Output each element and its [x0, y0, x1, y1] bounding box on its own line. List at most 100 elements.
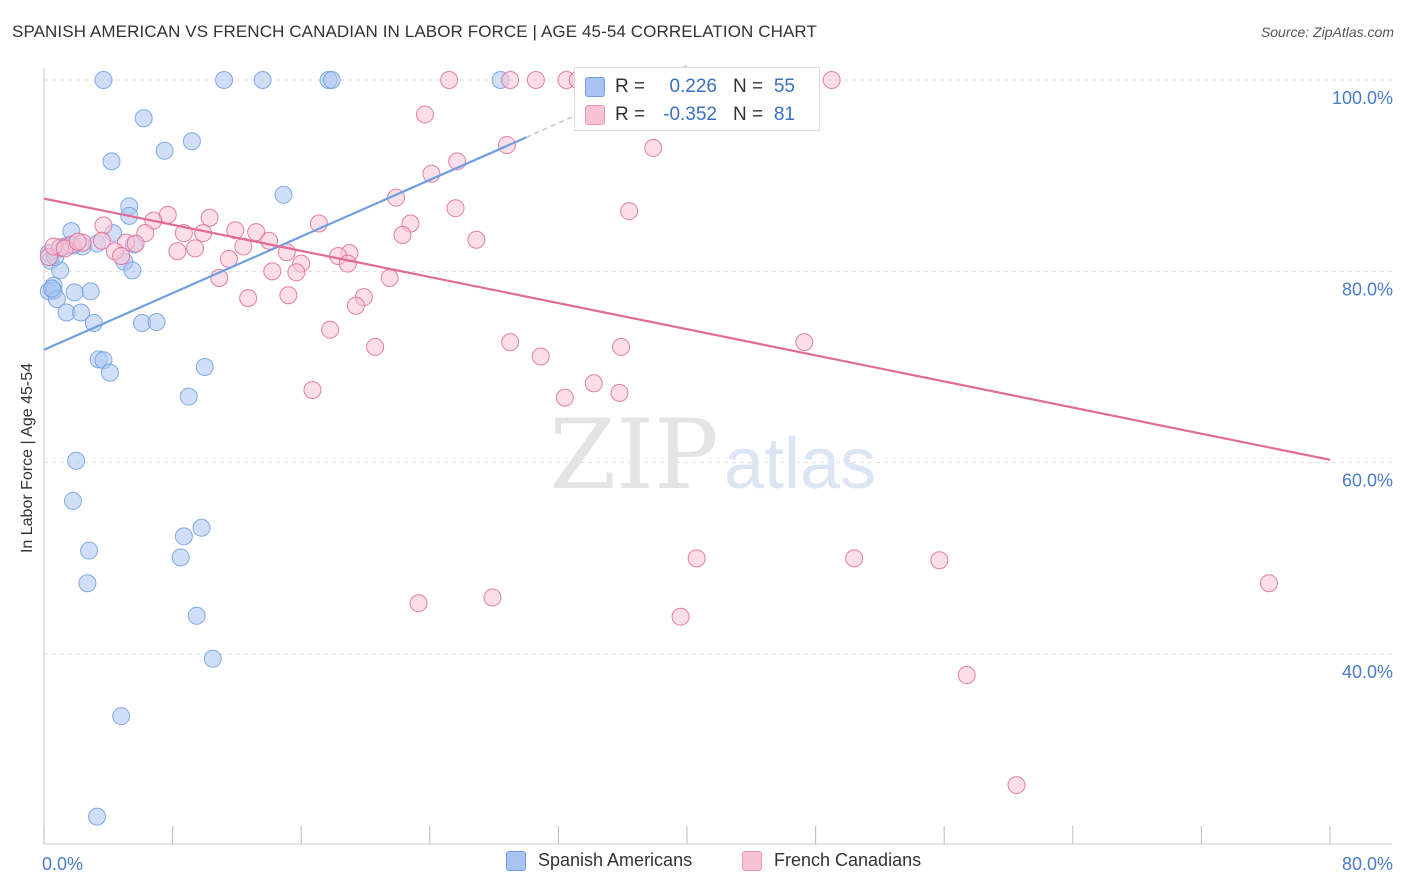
- point-spanish-american: [253, 71, 272, 89]
- point-french-canadian: [612, 337, 631, 356]
- point-spanish-american: [187, 606, 206, 625]
- chart-title: SPANISH AMERICAN VS FRENCH CANADIAN IN L…: [12, 22, 817, 41]
- watermark: ZIP atlas: [549, 399, 876, 511]
- point-spanish-american: [81, 282, 100, 301]
- point-french-canadian: [346, 296, 365, 315]
- stats-n-label: N =: [733, 104, 764, 125]
- point-spanish-american: [192, 518, 211, 537]
- point-french-canadian: [287, 263, 306, 282]
- point-french-canadian: [68, 232, 87, 251]
- point-french-canadian: [303, 380, 322, 399]
- stats-n-label: N =: [733, 76, 764, 97]
- point-french-canadian: [92, 231, 111, 250]
- legend-swatch-spanish: [506, 850, 526, 871]
- y-tick-label: 60.0%: [1342, 471, 1393, 491]
- point-spanish-american: [80, 541, 99, 560]
- point-french-canadian: [393, 225, 412, 244]
- point-french-canadian: [644, 138, 663, 157]
- point-spanish-american: [71, 303, 90, 322]
- stats-r-label: R =: [615, 76, 646, 97]
- point-french-canadian: [446, 199, 465, 218]
- point-french-canadian: [845, 549, 864, 568]
- x-tick-label: 0.0%: [42, 854, 83, 874]
- point-french-canadian: [930, 551, 949, 570]
- point-french-canadian: [321, 320, 340, 339]
- point-french-canadian: [584, 374, 603, 393]
- point-french-canadian: [168, 242, 187, 261]
- point-spanish-american: [100, 363, 119, 382]
- legend-swatch-french: [742, 850, 762, 871]
- point-french-canadian: [409, 594, 428, 613]
- y-tick-label: 40.0%: [1342, 662, 1393, 682]
- legend-item-french-canadians[interactable]: French Canadians: [742, 850, 921, 871]
- point-french-canadian: [610, 383, 629, 402]
- point-spanish-american: [203, 649, 222, 668]
- point-french-canadian: [440, 71, 459, 89]
- point-spanish-american: [215, 71, 234, 89]
- y-tick-label: 100.0%: [1332, 88, 1393, 108]
- stats-row-spanish: R = 0.226 N = 55: [575, 73, 819, 101]
- point-spanish-american: [174, 527, 193, 546]
- point-spanish-american: [63, 491, 82, 510]
- point-spanish-american: [134, 109, 153, 128]
- watermark-atlas: atlas: [724, 424, 876, 504]
- point-spanish-american: [171, 548, 190, 567]
- point-french-canadian: [263, 262, 282, 281]
- point-spanish-american: [43, 279, 62, 298]
- point-french-canadian: [338, 254, 357, 273]
- point-spanish-american: [147, 313, 166, 332]
- point-spanish-american: [195, 358, 214, 376]
- point-spanish-american: [65, 283, 84, 302]
- point-spanish-american: [78, 574, 97, 593]
- stats-row-french: R = -0.352 N = 81: [575, 101, 819, 129]
- point-french-canadian: [200, 208, 219, 227]
- point-french-canadian: [226, 221, 245, 240]
- point-french-canadian: [795, 333, 814, 352]
- point-french-canadian: [687, 549, 706, 568]
- point-french-canadian: [279, 286, 298, 305]
- point-spanish-american: [179, 387, 198, 406]
- stats-r-value: 0.226: [669, 76, 717, 97]
- point-french-canadian: [1259, 574, 1278, 593]
- point-spanish-american: [112, 707, 131, 726]
- point-french-canadian: [239, 289, 258, 308]
- trendline-spanish-americans: [43, 136, 527, 351]
- point-french-canadian: [501, 71, 520, 89]
- stats-swatch-french: [585, 105, 605, 125]
- point-french-canadian: [822, 71, 841, 89]
- point-french-canadian: [526, 71, 545, 89]
- legend-label-french: French Canadians: [774, 850, 922, 870]
- legend-label-spanish: Spanish Americans: [538, 850, 693, 870]
- point-french-canadian: [555, 388, 574, 407]
- point-french-canadian: [234, 237, 253, 256]
- stats-n-value: 55: [773, 76, 795, 97]
- point-french-canadian: [126, 234, 145, 253]
- bottom-legend: Spanish Americans French Canadians: [0, 850, 1406, 878]
- point-french-canadian: [620, 202, 639, 221]
- point-french-canadian: [380, 269, 399, 288]
- stats-r-value: -0.352: [663, 104, 717, 125]
- point-french-canadian: [1007, 776, 1026, 795]
- trendline-french-canadians: [43, 197, 1331, 461]
- x-tick-label: 80.0%: [1342, 854, 1393, 874]
- axes: [43, 68, 1392, 845]
- point-french-canadian: [186, 239, 205, 258]
- point-french-canadian: [483, 588, 502, 607]
- point-spanish-american: [67, 451, 86, 470]
- watermark-zip: ZIP: [549, 399, 718, 511]
- point-spanish-american: [182, 132, 201, 151]
- point-french-canadian: [260, 231, 279, 250]
- y-tick-label: 80.0%: [1342, 279, 1393, 299]
- tick-labels: 100.0% 80.0% 60.0% 40.0% 0.0% 80.0%: [42, 88, 1393, 874]
- point-french-canadian: [501, 333, 520, 352]
- point-french-canadian: [467, 230, 486, 249]
- point-french-canadian: [112, 247, 131, 266]
- point-spanish-american: [88, 807, 107, 826]
- stats-r-label: R =: [615, 104, 646, 125]
- source-label: Source: ZipAtlas.com: [1260, 24, 1394, 40]
- stats-swatch-spanish: [585, 77, 605, 97]
- point-spanish-american: [94, 71, 113, 89]
- grid-lines: [44, 79, 1392, 655]
- point-spanish-american: [102, 152, 121, 171]
- legend-item-spanish-americans[interactable]: Spanish Americans: [506, 850, 692, 871]
